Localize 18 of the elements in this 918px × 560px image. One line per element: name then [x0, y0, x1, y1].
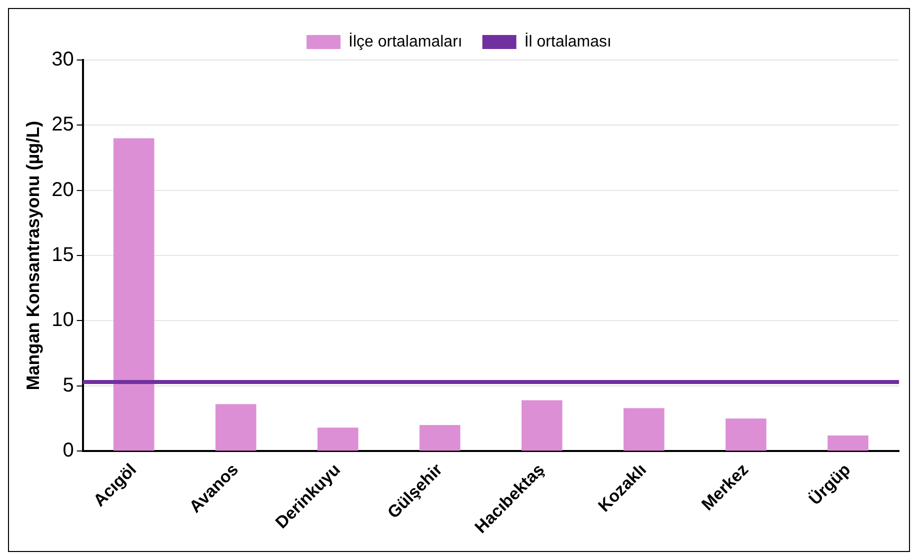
bar: [726, 418, 766, 451]
y-tick-label: 20: [52, 178, 74, 201]
y-tick-label: 5: [62, 374, 74, 396]
y-tick-label: 15: [52, 244, 74, 266]
bar: [420, 425, 460, 451]
legend-label: İl ortalaması: [524, 32, 612, 50]
y-tick-label: 30: [52, 48, 74, 71]
bar: [624, 408, 664, 451]
bar: [522, 400, 562, 451]
y-tick-label: 25: [52, 114, 74, 136]
legend-label: İlçe ortalamaları: [348, 32, 462, 50]
bar: [113, 138, 154, 451]
y-tick-label: 10: [52, 309, 74, 332]
bar: [828, 435, 868, 451]
y-axis-title: Mangan Konsantrasyonu (µg/L): [22, 120, 43, 390]
bar: [317, 428, 358, 451]
bar: [215, 404, 256, 451]
y-tick-label: 0: [62, 440, 74, 462]
